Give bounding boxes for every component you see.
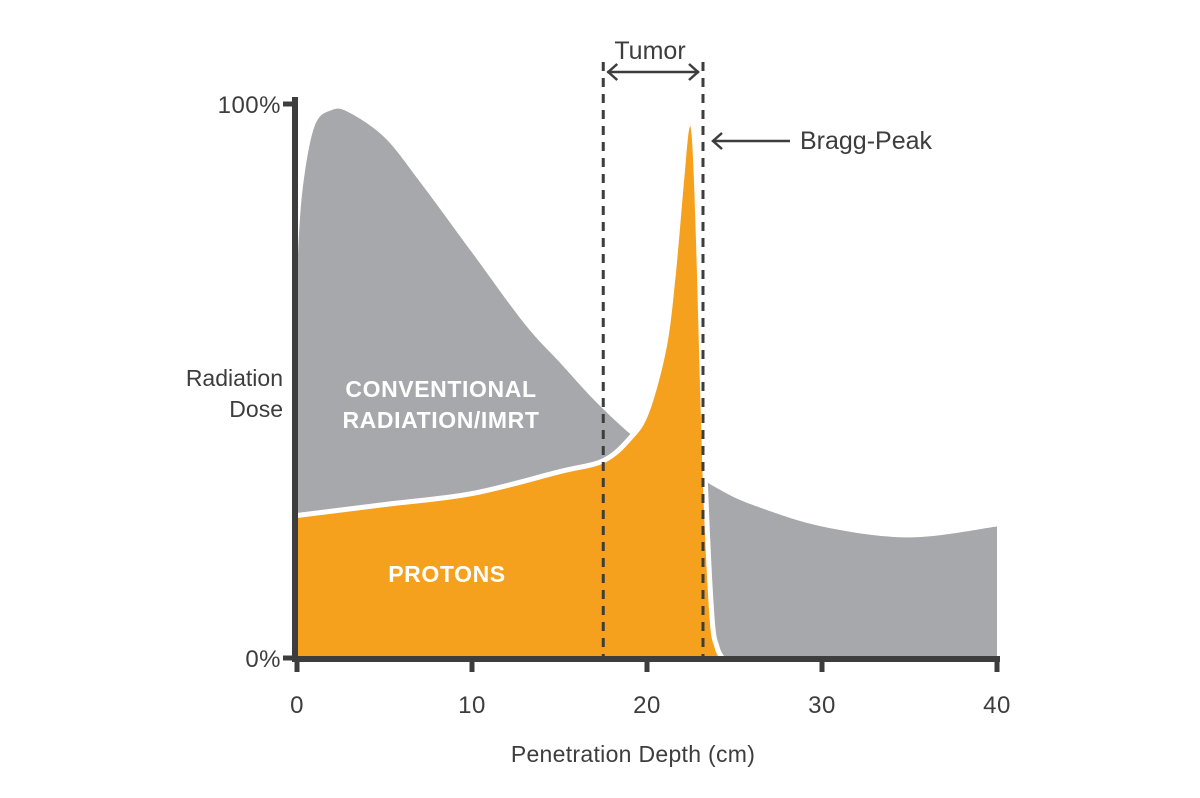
y-axis-title-line-1: Radiation <box>186 365 283 391</box>
bragg-peak-label: Bragg-Peak <box>800 127 933 155</box>
protons-area <box>297 120 723 659</box>
x-tick-marks <box>294 658 1000 672</box>
y-tick-label-100pct: 100% <box>218 92 281 119</box>
x-tick-label-20: 20 <box>633 692 661 719</box>
x-tick-label-10: 10 <box>458 692 486 719</box>
tumor-label: Tumor <box>614 37 685 65</box>
conventional-label-line-2: RADIATION/IMRT <box>342 407 539 433</box>
dose-curve-separator <box>294 117 725 661</box>
tumor-arrow-right-head <box>688 63 700 81</box>
bragg-peak-arrow-head <box>711 132 723 150</box>
protons-label: PROTONS <box>388 561 506 587</box>
x-axis-title: Penetration Depth (cm) <box>511 741 755 767</box>
y-tick-labels: 0% 100% <box>218 92 281 673</box>
y-tick-label-0pct: 0% <box>245 646 281 673</box>
y-axis-title-line-2: Dose <box>229 396 283 422</box>
x-tick-label-40: 40 <box>983 692 1011 719</box>
x-tick-label-30: 30 <box>808 692 836 719</box>
x-tick-label-0: 0 <box>290 692 304 719</box>
tumor-arrow-left-head <box>606 63 619 81</box>
conventional-label-line-1: CONVENTIONAL <box>345 376 536 402</box>
x-tick-labels: 0 10 20 30 40 <box>290 692 1011 719</box>
y-tick-marks <box>283 101 295 661</box>
